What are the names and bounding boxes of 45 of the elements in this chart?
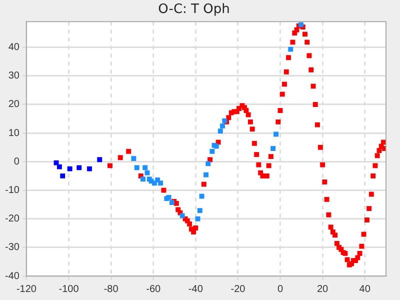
y-tick-label: 20 (8, 99, 20, 110)
point (97, 157, 102, 162)
x-tick-label: -40 (188, 284, 204, 295)
point (197, 208, 202, 214)
y-tick-label: -30 (5, 242, 20, 254)
x-tick-label: -20 (230, 284, 246, 295)
x-tick-label: -100 (58, 284, 80, 295)
y-tick-label: -40 (5, 270, 20, 282)
point (298, 22, 304, 28)
point (140, 176, 146, 182)
y-tick-label: 0 (14, 156, 20, 168)
x-tick-label: 40 (359, 284, 371, 295)
point (195, 216, 200, 222)
x-tick-label: -60 (146, 284, 162, 295)
point (134, 165, 140, 170)
point (220, 123, 225, 128)
y-tick-label: -20 (5, 214, 20, 225)
x-tick-label: -80 (104, 284, 119, 295)
point (210, 148, 215, 154)
point (158, 180, 164, 186)
point (60, 173, 66, 178)
x-tick-label: 0 (277, 284, 284, 295)
point (204, 172, 208, 178)
y-tick-label: 40 (8, 42, 20, 54)
x-tick-label: 20 (316, 284, 329, 295)
point (218, 128, 223, 134)
point (288, 46, 294, 52)
y-tick-label: 30 (8, 70, 20, 82)
y-tick-label: -10 (5, 184, 20, 196)
point (142, 165, 148, 170)
point (144, 170, 150, 176)
y-tick-label: 10 (8, 128, 20, 139)
point (76, 165, 82, 170)
point (199, 194, 204, 199)
point (131, 156, 136, 161)
point (270, 146, 276, 151)
point (180, 213, 185, 218)
point (274, 132, 278, 137)
point (56, 164, 62, 170)
x-tick-label: -120 (16, 284, 37, 295)
point (67, 166, 72, 172)
point (169, 200, 174, 206)
point (206, 161, 211, 166)
chart-title: O-C: T Oph (158, 2, 230, 18)
point (87, 166, 92, 172)
